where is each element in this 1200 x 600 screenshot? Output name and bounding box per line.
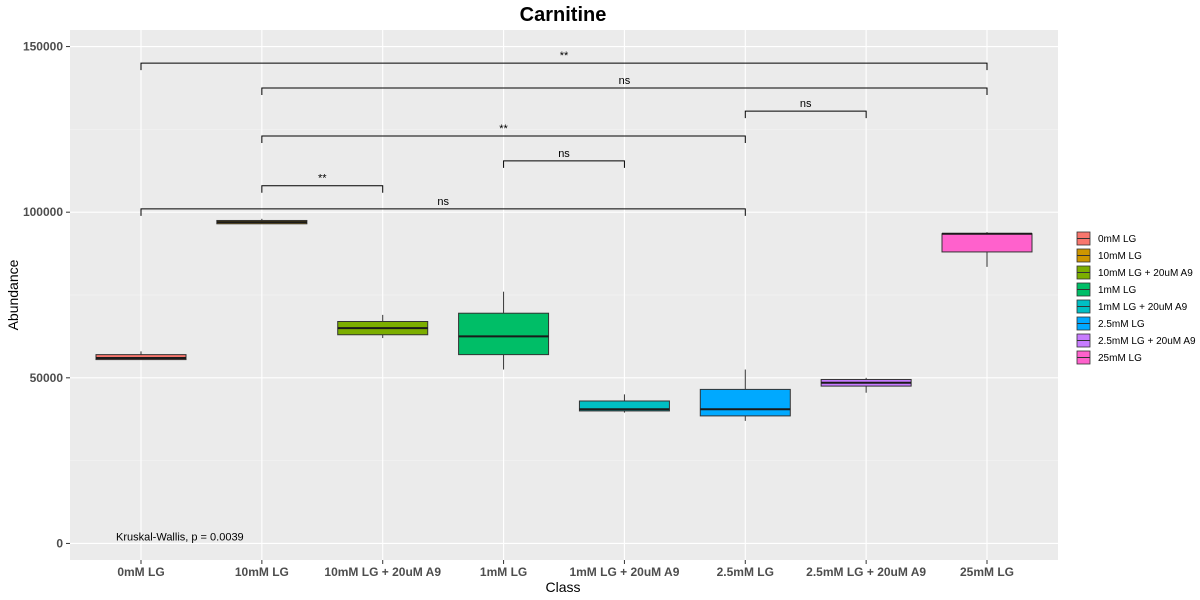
legend-item: 2.5mM LG (1076, 316, 1145, 331)
legend-item: 10mM LG (1076, 248, 1142, 263)
significance-label: ** (560, 50, 569, 62)
x-tick-label: 25mM LG (960, 565, 1014, 579)
box-1 (216, 218, 308, 225)
box-5 (699, 369, 791, 421)
legend-label: 0mM LG (1098, 234, 1137, 245)
significance-label: ** (499, 123, 508, 135)
significance-label: ns (619, 75, 631, 87)
significance-label: ns (800, 98, 812, 110)
x-tick-label: 1mM LG (480, 565, 527, 579)
minor-gridlines (70, 129, 1058, 461)
legend-label: 1mM LG + 20uM A9 (1098, 302, 1188, 313)
significance-bracket: ns (140, 196, 746, 216)
y-tick-label: 0 (56, 536, 63, 550)
legend-label: 1mM LG (1098, 285, 1137, 296)
kruskal-wallis-annotation: Kruskal-Wallis, p = 0.0039 (116, 531, 244, 543)
bracket-line (140, 62, 988, 71)
x-tick-label: 10mM LG + 20uM A9 (324, 565, 441, 579)
box-body (578, 400, 670, 412)
box-4 (578, 394, 670, 413)
x-axis: 0mM LG 10mM LG 10mM LG + 20uM A9 1mM LG 1mM … (117, 560, 1014, 579)
bracket-line (140, 208, 746, 216)
y-axis: 0 50000 100000 150000 (23, 40, 70, 550)
bracket-line (261, 135, 746, 143)
bracket-line (744, 110, 867, 119)
bracket-line (261, 87, 988, 95)
significance-bracket: ns (503, 148, 625, 168)
legend-label: 10mM LG (1098, 251, 1142, 262)
significance-label: ns (558, 148, 570, 160)
significance-brackets: ns ** ns ** ns ns ** (140, 50, 988, 216)
legend-label: 2.5mM LG (1098, 319, 1145, 330)
chart-title: Carnitine (520, 4, 607, 26)
box-6 (820, 377, 912, 393)
box-body (699, 388, 791, 417)
legend-item: 25mM LG (1076, 350, 1142, 365)
x-tick-label: 2.5mM LG (717, 565, 774, 579)
legend-item: 10mM LG + 20uM A9 (1076, 265, 1193, 280)
significance-bracket: ns (744, 98, 867, 119)
y-tick-label: 150000 (23, 40, 63, 54)
significance-bracket: ** (140, 50, 988, 71)
box-2 (337, 314, 429, 339)
x-tick-label: 2.5mM LG + 20uM A9 (806, 565, 926, 579)
significance-bracket: ns (261, 75, 988, 95)
significance-label: ** (318, 173, 327, 185)
legend-item: 1mM LG + 20uM A9 (1076, 299, 1188, 314)
legend-item: 2.5mM LG + 20uM A9 (1076, 333, 1196, 348)
legend-item: 1mM LG (1076, 282, 1137, 297)
y-tick-label: 50000 (30, 371, 64, 385)
box-3 (458, 291, 550, 370)
x-tick-label: 0mM LG (117, 565, 164, 579)
x-axis-title: Class (545, 579, 580, 595)
bracket-line (503, 160, 625, 168)
box-7 (941, 232, 1033, 267)
significance-label: ns (437, 196, 449, 208)
legend-item: 0mM LG (1076, 231, 1137, 246)
legend: 0mM LG 10mM LG 10mM LG + 20uM A9 1mM LG 1mM … (1076, 231, 1196, 365)
significance-bracket: ** (261, 173, 384, 193)
x-tick-label: 10mM LG (235, 565, 289, 579)
y-tick-label: 100000 (23, 205, 63, 219)
box-series (95, 218, 1033, 421)
significance-bracket: ** (261, 123, 746, 143)
bracket-line (261, 185, 384, 193)
y-axis-title: Abundance (5, 259, 21, 330)
x-tick-label: 1mM LG + 20uM A9 (569, 565, 679, 579)
box-0 (95, 351, 187, 361)
box-body (941, 233, 1033, 253)
box-body (458, 312, 550, 356)
legend-label: 10mM LG + 20uM A9 (1098, 268, 1193, 279)
legend-label: 25mM LG (1098, 353, 1142, 364)
legend-label: 2.5mM LG + 20uM A9 (1098, 336, 1196, 347)
